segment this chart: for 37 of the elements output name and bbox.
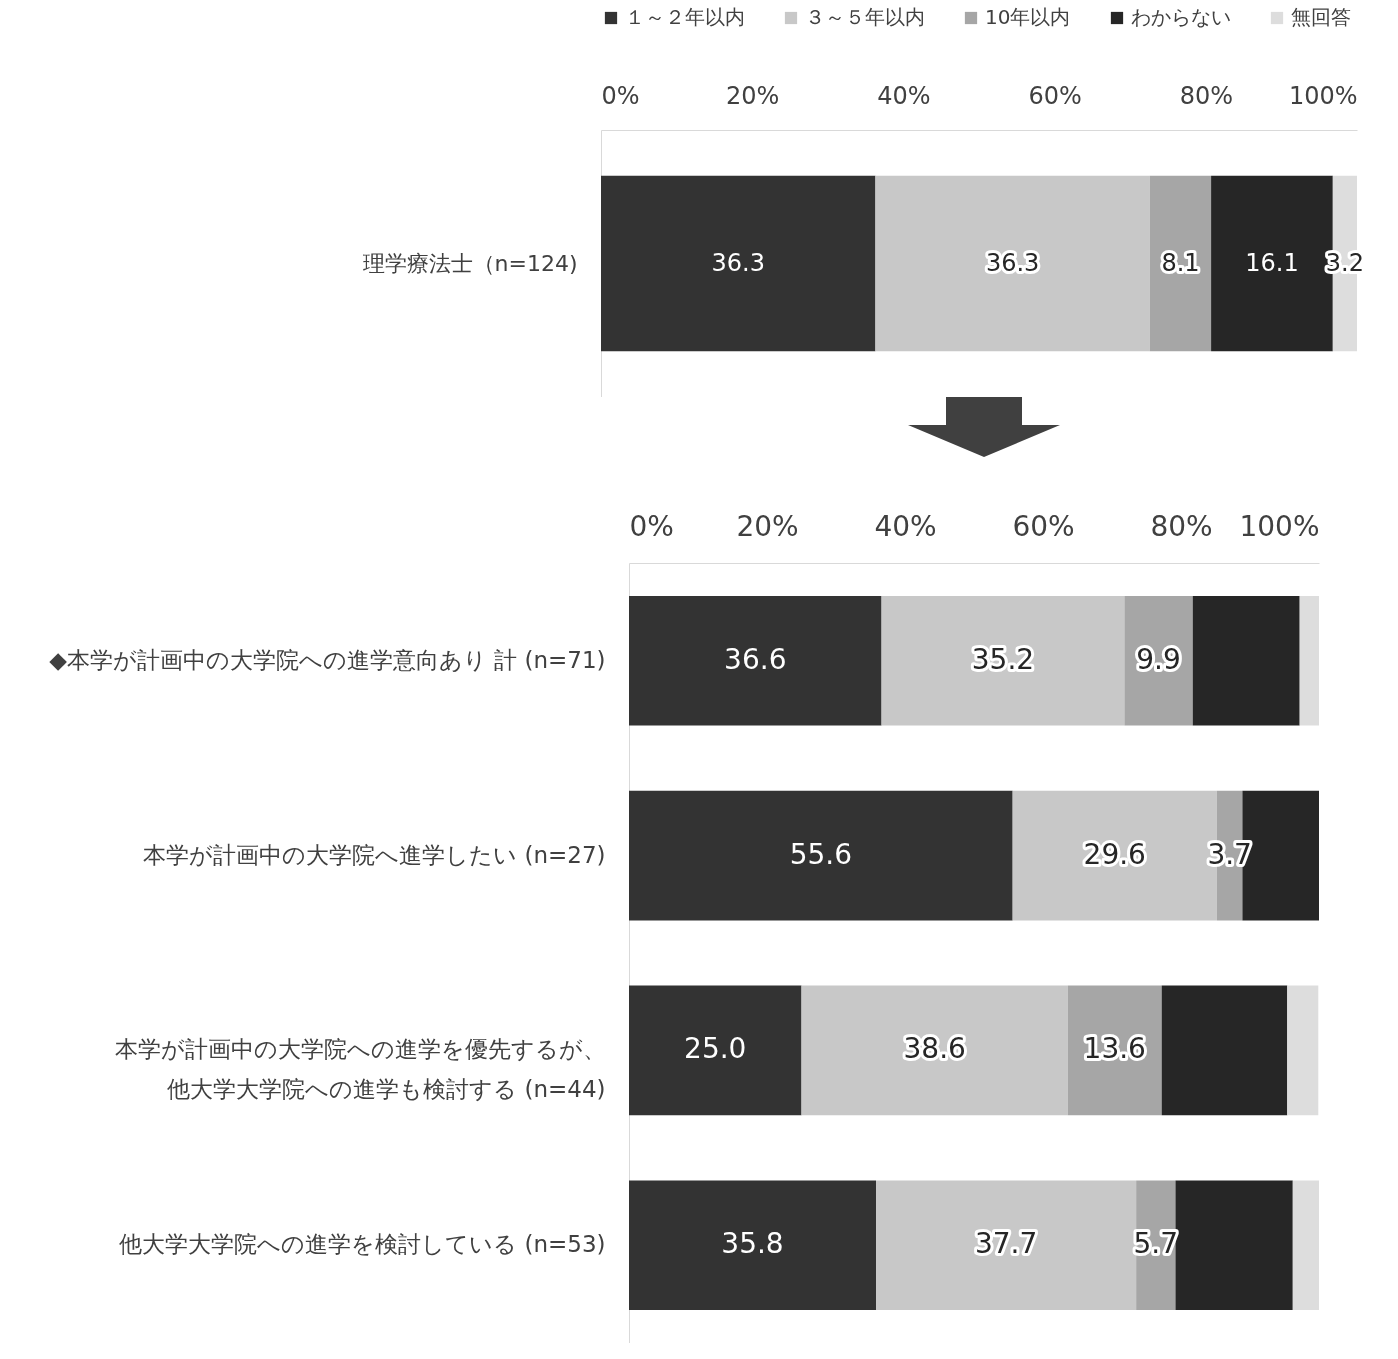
x-tick-label: 80% bbox=[1179, 81, 1233, 110]
data-label: 9.9 bbox=[1136, 642, 1181, 676]
data-label: 37.7 bbox=[974, 1227, 1038, 1261]
x-tick-label: 0% bbox=[629, 509, 674, 543]
x-tick-label: 100% bbox=[1239, 509, 1320, 543]
data-label: 5.7 bbox=[1133, 1227, 1179, 1261]
x-tick-label: 60% bbox=[1012, 509, 1075, 543]
data-label: 13.6 bbox=[1083, 1032, 1146, 1066]
legend-label: わからない bbox=[1131, 5, 1231, 29]
y-tick-label: 本学が計画中の大学院への進学を優先するが、他大学大学院への進学も検討する (n=44) bbox=[114, 1036, 606, 1103]
legend-label: 10年以内 bbox=[985, 5, 1071, 29]
data-label: 38.6 bbox=[903, 1032, 966, 1066]
x-tick-label: 40% bbox=[874, 509, 937, 543]
x-tick-label: 20% bbox=[736, 509, 799, 543]
x-tick-label: 80% bbox=[1150, 509, 1213, 543]
legend-label: ３～５年以内 bbox=[805, 5, 925, 29]
data-label: 8.1 bbox=[1161, 248, 1200, 277]
data-label: 36.3 bbox=[985, 248, 1040, 277]
data-label: 55.6 bbox=[789, 837, 852, 871]
x-tick-label: 0% bbox=[601, 81, 640, 110]
data-label: 35.2 bbox=[971, 642, 1035, 676]
data-label: 16.1 bbox=[1245, 248, 1299, 277]
y-tick-label: ◆本学が計画中の大学院への進学意向あり 計 (n=71) bbox=[49, 646, 606, 673]
data-label: 29.6 bbox=[1083, 837, 1146, 871]
x-tick-label: 20% bbox=[726, 81, 780, 110]
data-label: 36.6 bbox=[724, 642, 787, 676]
y-tick-label: 理学療法士（n=124) bbox=[362, 250, 578, 276]
data-label: 25.0 bbox=[684, 1032, 747, 1066]
x-tick-label: 60% bbox=[1028, 81, 1082, 110]
x-tick-label: 40% bbox=[877, 81, 931, 110]
legend-label: 無回答 bbox=[1291, 5, 1351, 29]
x-tick-label: 100% bbox=[1288, 81, 1358, 110]
data-label: 35.8 bbox=[721, 1227, 784, 1261]
y-tick-label: 本学が計画中の大学院へ進学したい (n=27) bbox=[143, 841, 606, 868]
y-tick-label: 他大学大学院への進学を検討している (n=53) bbox=[119, 1231, 606, 1258]
legend-label: １～２年以内 bbox=[625, 5, 745, 29]
data-label: 36.3 bbox=[711, 248, 765, 277]
